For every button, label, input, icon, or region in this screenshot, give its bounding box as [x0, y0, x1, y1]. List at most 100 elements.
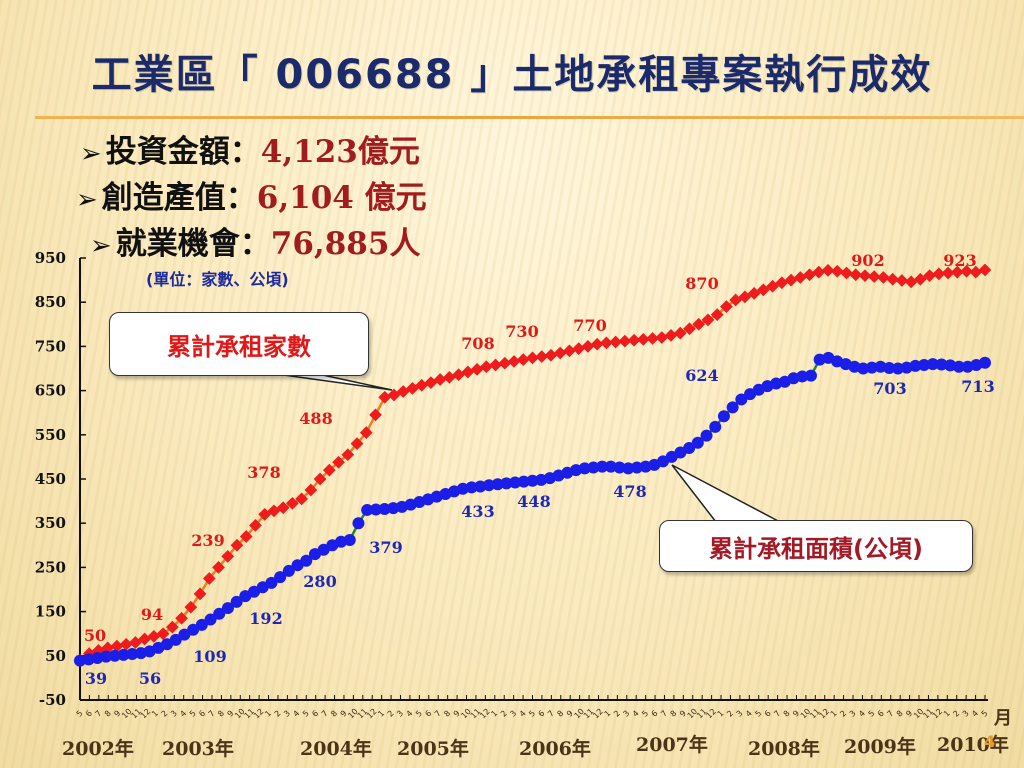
svg-text:1: 1 [263, 709, 273, 719]
bullet-arrow-icon: ➢ [90, 231, 112, 261]
svg-text:4: 4 [291, 709, 301, 719]
svg-text:4: 4 [178, 709, 188, 719]
svg-text:8: 8 [669, 709, 679, 719]
svg-text:6: 6 [763, 709, 773, 719]
stat-label: 創造產值： [101, 180, 257, 216]
svg-text:280: 280 [303, 572, 336, 591]
svg-text:4: 4 [857, 709, 867, 719]
svg-text:3: 3 [395, 709, 405, 719]
svg-text:9: 9 [452, 709, 462, 719]
svg-text:850: 850 [35, 293, 66, 311]
svg-text:5: 5 [753, 709, 763, 719]
month-axis-unit: 月 [994, 708, 1012, 729]
svg-text:448: 448 [517, 492, 550, 511]
svg-text:1: 1 [942, 709, 952, 719]
svg-text:2: 2 [273, 709, 283, 719]
svg-text:713: 713 [961, 377, 994, 396]
svg-text:750: 750 [35, 337, 66, 355]
stat-label: 就業機會： [115, 226, 271, 262]
svg-text:2: 2 [612, 709, 622, 719]
stat-label: 投資金額： [105, 134, 261, 170]
bullet-arrow-icon: ➢ [80, 139, 102, 169]
svg-text:7: 7 [207, 709, 217, 719]
svg-text:150: 150 [35, 603, 66, 621]
svg-text:-50: -50 [39, 691, 66, 709]
svg-text:3: 3 [621, 709, 631, 719]
svg-text:50: 50 [45, 647, 66, 665]
svg-text:2: 2 [499, 709, 509, 719]
svg-text:109: 109 [193, 647, 226, 666]
svg-text:39: 39 [85, 669, 107, 688]
callout-pointers [261, 371, 781, 523]
svg-text:6: 6 [537, 709, 547, 719]
unit-note: (單位：家數、公頃) [146, 270, 289, 289]
svg-text:3: 3 [735, 709, 745, 719]
svg-text:478: 478 [613, 482, 646, 501]
svg-text:8: 8 [782, 709, 792, 719]
svg-text:4: 4 [970, 709, 980, 719]
svg-text:378: 378 [247, 463, 280, 482]
svg-text:9: 9 [791, 709, 801, 719]
svg-text:1: 1 [603, 709, 613, 719]
svg-text:6: 6 [310, 709, 320, 719]
svg-text:708: 708 [461, 334, 494, 353]
svg-text:5: 5 [75, 709, 85, 719]
svg-text:3: 3 [848, 709, 858, 719]
svg-text:8: 8 [103, 709, 113, 719]
svg-text:2: 2 [386, 709, 396, 719]
svg-text:7: 7 [885, 709, 895, 719]
svg-text:8: 8 [555, 709, 565, 719]
year-label-2007: 2007年 [636, 734, 708, 756]
svg-text:7: 7 [320, 709, 330, 719]
svg-text:770: 770 [573, 316, 606, 335]
svg-text:9: 9 [565, 709, 575, 719]
svg-text:7: 7 [433, 709, 443, 719]
svg-text:4: 4 [744, 709, 754, 719]
svg-text:6: 6 [84, 709, 94, 719]
svg-text:5: 5 [188, 709, 198, 719]
svg-text:56: 56 [139, 669, 161, 688]
svg-text:1: 1 [716, 709, 726, 719]
callout-companies: 累計承租家數 [109, 312, 369, 376]
svg-text:9: 9 [678, 709, 688, 719]
svg-text:433: 433 [461, 502, 494, 521]
svg-text:870: 870 [685, 274, 718, 293]
svg-text:2: 2 [160, 709, 170, 719]
svg-text:5: 5 [640, 709, 650, 719]
svg-text:94: 94 [141, 605, 163, 624]
svg-text:9: 9 [904, 709, 914, 719]
svg-text:4: 4 [518, 709, 528, 719]
svg-text:50: 50 [84, 626, 106, 645]
svg-text:8: 8 [216, 709, 226, 719]
year-label-2010: 2010年 [937, 734, 1009, 756]
year-label-2004: 2004年 [300, 738, 372, 760]
svg-text:650: 650 [35, 382, 66, 400]
svg-text:2: 2 [838, 709, 848, 719]
stat-value: 4,123億元 [260, 134, 420, 170]
year-label-2003: 2003年 [162, 738, 234, 760]
svg-text:379: 379 [369, 538, 402, 557]
svg-text:902: 902 [851, 251, 884, 270]
slide-title: 工業區「 006688 」土地承租專案執行成效 [91, 52, 933, 98]
svg-text:3: 3 [282, 709, 292, 719]
svg-text:9: 9 [112, 709, 122, 719]
svg-text:1: 1 [829, 709, 839, 719]
svg-text:6: 6 [423, 709, 433, 719]
year-label-2009: 2009年 [844, 736, 916, 758]
svg-text:5: 5 [414, 709, 424, 719]
callout-companies-label: 累計承租家數 [167, 332, 311, 361]
svg-text:3: 3 [961, 709, 971, 719]
svg-text:7: 7 [772, 709, 782, 719]
svg-text:5: 5 [980, 709, 990, 719]
svg-text:488: 488 [299, 409, 332, 428]
year-label-2008: 2008年 [748, 738, 820, 760]
data-labels: 50 94 239 378 488 708 730 770 870 902 923 39 56 109 19… [84, 251, 995, 688]
svg-text:4: 4 [631, 709, 641, 719]
svg-text:1: 1 [489, 709, 499, 719]
svg-text:450: 450 [35, 470, 66, 488]
svg-text:5: 5 [527, 709, 537, 719]
svg-text:2: 2 [951, 709, 961, 719]
svg-text:1: 1 [376, 709, 386, 719]
svg-text:9: 9 [339, 709, 349, 719]
